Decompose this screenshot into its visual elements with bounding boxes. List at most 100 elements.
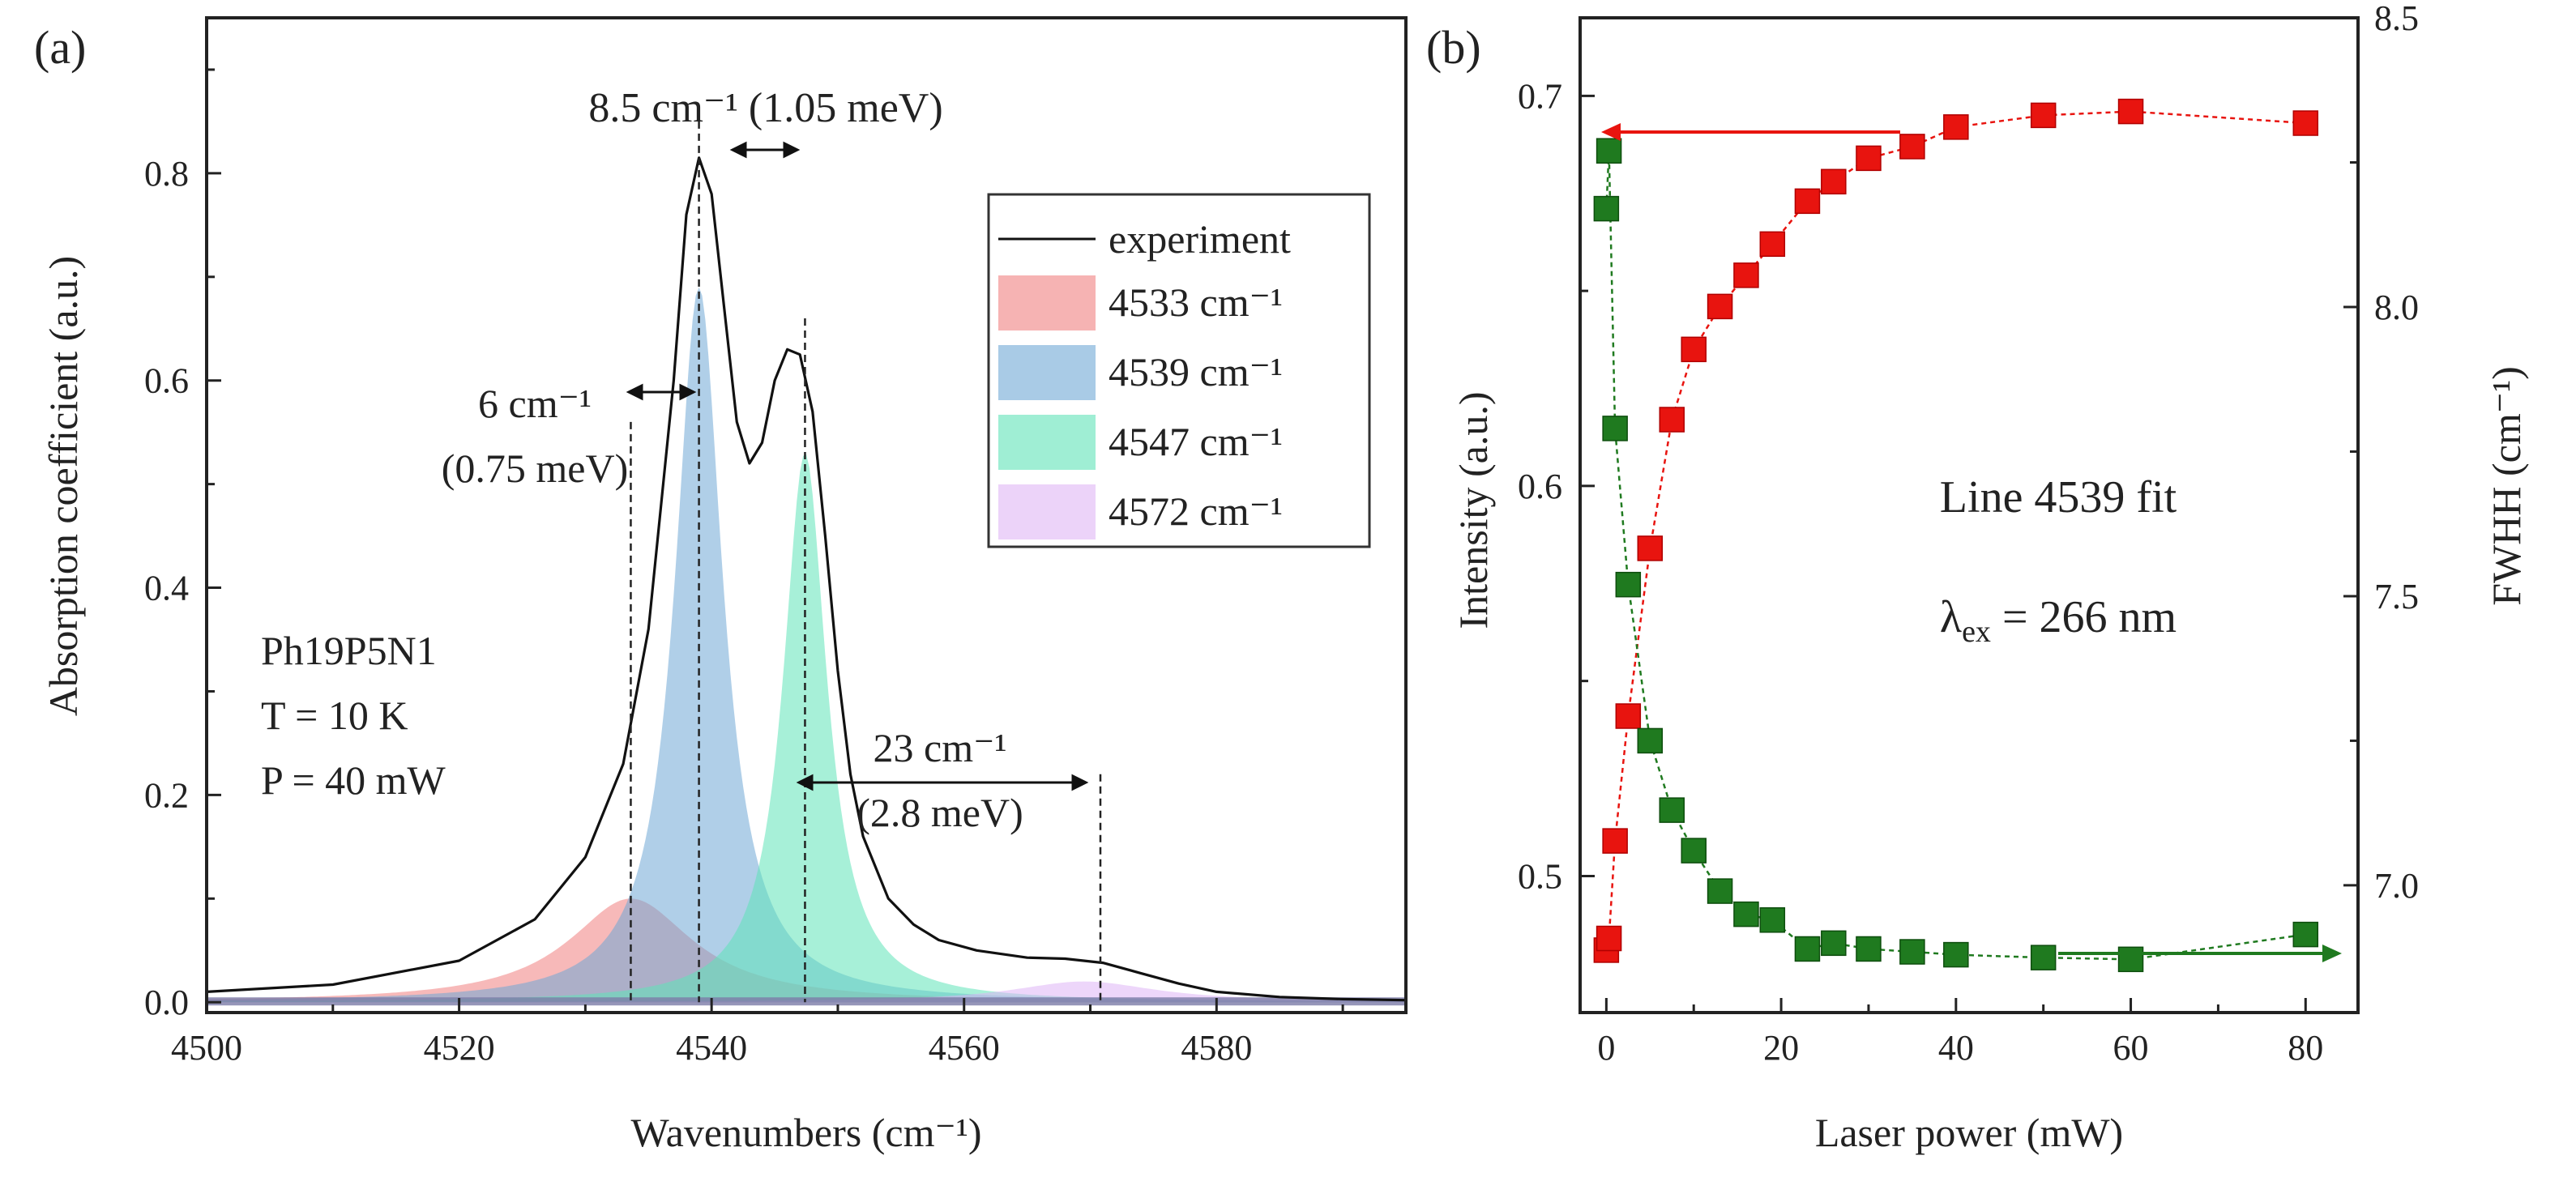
legend-label-4547: 4547 cm⁻¹ — [1109, 419, 1283, 464]
a-ytick-label-2: 0.4 — [144, 569, 189, 608]
legend-label-4572: 4572 cm⁻¹ — [1109, 488, 1283, 534]
intensity-point-3 — [1615, 703, 1642, 729]
a-ytick-label-3: 0.6 — [144, 361, 189, 401]
legend-swatch-4533 — [998, 275, 1096, 330]
fwhh-point-3 — [1615, 571, 1642, 598]
legend-swatch-4572 — [998, 484, 1096, 539]
panel-b-ylabel-right: FWHH (cm⁻¹) — [2484, 366, 2529, 605]
fwhh-point-15 — [2030, 945, 2057, 970]
fit-label: Line 4539 fit — [1940, 472, 2177, 522]
b-ytick-left-label-2: 0.7 — [1518, 76, 1562, 116]
intensity-point-11 — [1821, 168, 1847, 195]
a-ytick-label-4: 0.8 — [144, 154, 189, 194]
a-xtick-label-1: 4520 — [424, 1028, 495, 1068]
fwhh-point-4 — [1637, 727, 1664, 754]
panel-a-frame — [205, 16, 1408, 1014]
fwhh-point-8 — [1733, 901, 1759, 928]
sample-name: Ph19P5N1 — [261, 628, 437, 673]
fwhh-point-0 — [1593, 195, 1620, 222]
baseline-band — [207, 997, 1406, 1006]
fwhh-point-1 — [1596, 138, 1622, 164]
sample-temperature: T = 10 K — [261, 693, 408, 738]
intensity-point-4 — [1637, 535, 1664, 561]
lambda-symbol: λ — [1940, 592, 1962, 642]
sep2-label-line1: 6 cm⁻¹ — [478, 381, 592, 426]
intensity-point-15 — [2030, 102, 2057, 129]
legend-label-4539: 4539 cm⁻¹ — [1109, 349, 1283, 394]
fwhh-point-10 — [1794, 936, 1821, 962]
intensity-point-6 — [1681, 336, 1707, 363]
fwhh-point-6 — [1681, 838, 1707, 864]
intensity-axis-arrow — [1601, 123, 1900, 141]
b-xtick-label-1: 20 — [1763, 1028, 1799, 1068]
intensity-point-16 — [2117, 98, 2144, 125]
b-xtick-label-3: 60 — [2113, 1028, 2149, 1068]
panel-a-marker-lines — [630, 121, 1102, 1003]
panel-b-frame — [1578, 16, 2360, 1014]
a-xtick-label-0: 4500 — [171, 1028, 242, 1068]
peak-4547-fill — [207, 454, 1406, 1003]
lambda-value: = 266 nm — [1991, 592, 2177, 642]
peak-4533-fill — [207, 898, 1406, 1003]
panel-a-legend: experiment 4533 cm⁻¹ 4539 cm⁻¹ 4547 cm⁻¹… — [987, 193, 1371, 548]
lambda-subscript: ex — [1962, 615, 1991, 649]
experiment-line — [206, 156, 1407, 1002]
legend-swatch-4547 — [998, 415, 1096, 470]
b-ytick-left-label-0: 0.5 — [1518, 856, 1562, 896]
legend-swatch-4539 — [998, 345, 1096, 400]
fwhh-point-14 — [1943, 941, 1969, 968]
panel-a-ylabel: Absorption coefficient (a.u.) — [41, 256, 86, 716]
sep3-label-line2: (2.8 meV) — [857, 790, 1023, 835]
intensity-point-9 — [1759, 231, 1786, 258]
sep3-arrow-head-right — [1071, 774, 1089, 791]
b-xtick-label-2: 40 — [1938, 1028, 1974, 1068]
intensity-point-14 — [1943, 114, 1969, 140]
panel-a-label: (a) — [34, 21, 86, 74]
fwhh-point-7 — [1707, 878, 1733, 904]
panel-b: (b) 0 20 40 60 80 0.5 0.6 0.7 7.0 7.5 8.0 8.5 Laser… — [1426, 0, 2529, 1155]
sep2-label-line2: (0.75 meV) — [442, 446, 629, 491]
panel-b-ylabel-left: Intensity (a.u.) — [1450, 392, 1496, 629]
sep2-arrow-head-right — [679, 383, 697, 401]
b-ytick-right-label-2: 8.0 — [2374, 288, 2419, 327]
intensity-arrow-head — [1601, 123, 1621, 141]
fwhh-connector — [1605, 151, 2306, 961]
a-xtick-label-2: 4540 — [676, 1028, 747, 1068]
a-xtick-label-3: 4560 — [929, 1028, 1000, 1068]
panel-a-peak-fills — [207, 287, 1406, 1006]
fwhh-point-11 — [1821, 930, 1847, 957]
panel-b-ticks: 0 20 40 60 80 0.5 0.6 0.7 7.0 7.5 8.0 8.5 — [1518, 0, 2419, 1068]
panel-b-series — [1593, 98, 2319, 973]
intensity-point-12 — [1856, 145, 1882, 172]
fwhh-point-2 — [1602, 416, 1628, 441]
fwhh-point-13 — [1899, 939, 1925, 965]
b-ytick-left-label-1: 0.6 — [1518, 467, 1562, 506]
a-ytick-label-1: 0.2 — [144, 775, 189, 815]
intensity-point-8 — [1733, 262, 1759, 288]
panel-a-ticks: 4500 4520 4540 4560 4580 0.0 0.2 0.4 0.6 0.8 — [144, 68, 1344, 1068]
fwhh-point-5 — [1659, 797, 1685, 823]
intensity-point-13 — [1899, 134, 1925, 160]
peak-4572-fill — [207, 981, 1406, 1003]
a-ytick-label-0: 0.0 — [144, 983, 189, 1022]
b-ytick-right-label-3: 8.5 — [2374, 0, 2419, 38]
panel-a-xlabel: Wavenumbers (cm⁻¹) — [630, 1110, 981, 1155]
separation-arrows — [626, 141, 1089, 791]
intensity-point-10 — [1794, 188, 1821, 215]
intensity-point-7 — [1707, 293, 1733, 320]
panel-a-curves — [206, 156, 1407, 1002]
intensity-point-1 — [1596, 925, 1622, 952]
sep1-arrow-head-right — [783, 141, 801, 159]
panel-b-label: (b) — [1426, 21, 1481, 74]
panel-b-xlabel: Laser power (mW) — [1815, 1110, 2123, 1155]
intensity-point-2 — [1602, 828, 1628, 854]
panel-a: (a) 4500 4520 4540 4560 45800.00.20.40.60.8 … — [34, 16, 1408, 1155]
b-xtick-label-0: 0 — [1597, 1028, 1615, 1068]
legend-label-4533: 4533 cm⁻¹ — [1109, 279, 1283, 325]
fwhh-arrow-head — [2322, 945, 2342, 962]
fwhh-point-9 — [1759, 907, 1786, 933]
sep1-label: 8.5 cm⁻¹ (1.05 meV) — [588, 85, 942, 131]
a-xtick-label-4: 4580 — [1181, 1028, 1252, 1068]
sep1-arrow-head-left — [729, 141, 747, 159]
